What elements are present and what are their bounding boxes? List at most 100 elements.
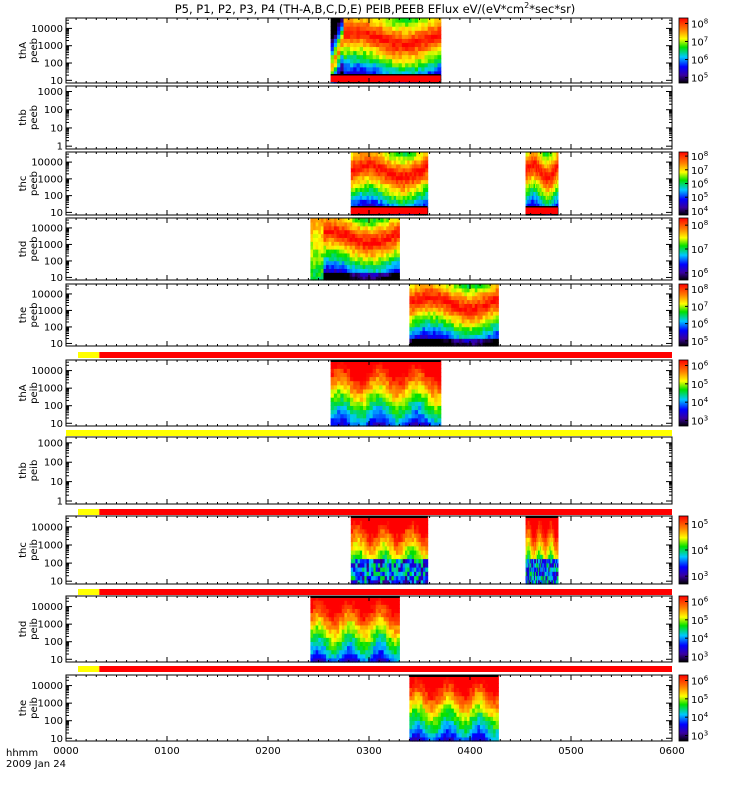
y-tick-label: 1000 xyxy=(38,384,63,395)
colorbar: 103 104 105 106 xyxy=(678,360,709,428)
spectrogram-block xyxy=(330,18,442,84)
mode-bar xyxy=(78,352,672,358)
colorbar-tick-label: 108 xyxy=(691,17,708,30)
y-tick-label: 100 xyxy=(44,59,63,70)
mode-bar-segment xyxy=(66,430,672,436)
colorbar-tick-label: 108 xyxy=(691,150,708,163)
y-tick-label: 10000 xyxy=(31,24,63,35)
x-tick-label: 0600 xyxy=(659,746,684,757)
colorbar-tick-label: 107 xyxy=(691,300,708,313)
x-tick-label: 0400 xyxy=(457,746,482,757)
y-tick-label: 1 xyxy=(57,496,63,507)
y-axis-label: thdpeib xyxy=(18,618,40,640)
date-label: 2009 Jan 24 xyxy=(6,759,66,770)
colorbar-tick-label: 104 xyxy=(691,396,709,409)
mode-bar xyxy=(78,589,672,595)
y-tick-label: 10000 xyxy=(31,158,63,169)
plot-frame xyxy=(65,283,673,347)
low-energy-edge xyxy=(330,74,441,76)
x-tick-label: 0100 xyxy=(154,746,179,757)
panel-the-peeb: 10 100 1000 10000 thepeeb 105 106 107 108 xyxy=(18,283,709,350)
spectrogram-block xyxy=(310,596,400,663)
y-axis-label: thcpeeb xyxy=(18,171,40,196)
plot-frame xyxy=(65,85,673,150)
spectrogram-block xyxy=(350,152,429,216)
colorbar-tick-label: 106 xyxy=(691,360,709,373)
y-tick-label: 100 xyxy=(44,401,63,412)
x-axis-unit-label: hhmm xyxy=(6,748,38,759)
colorbar-tick-label: 103 xyxy=(691,730,708,743)
colorbar: 103 104 105 xyxy=(678,515,709,585)
mode-bar xyxy=(78,666,672,672)
y-tick-label: 10 xyxy=(50,655,63,666)
colorbar-tick-label: 103 xyxy=(691,415,708,428)
y-tick-label: 10000 xyxy=(31,366,63,377)
y-tick-label: 10 xyxy=(50,76,63,87)
colorbar: 106 107 108 xyxy=(678,217,709,281)
panel-the-peib: 10 100 1000 10000 thepeib 103 104 105 106 xyxy=(18,674,709,745)
mode-bar-segment xyxy=(99,666,672,672)
y-tick-label: 10 xyxy=(50,734,63,745)
mode-bar-segment xyxy=(78,352,100,358)
spectrogram-block xyxy=(409,284,499,347)
colorbar-tick-label: 106 xyxy=(691,596,709,609)
top-edge xyxy=(330,360,441,362)
colorbar: 105 106 107 108 xyxy=(678,283,709,348)
plot-frame xyxy=(65,674,673,742)
y-tick-label: 10 xyxy=(50,123,63,134)
y-tick-label: 1000 xyxy=(38,699,63,710)
colorbar-tick-label: 106 xyxy=(691,178,709,191)
y-tick-label: 10 xyxy=(50,577,63,588)
y-tick-label: 10000 xyxy=(31,289,63,300)
y-axis-label: thbpeib xyxy=(18,460,40,482)
colorbar-tick-label: 103 xyxy=(691,570,708,583)
y-tick-label: 100 xyxy=(44,458,63,469)
mode-bar xyxy=(78,509,672,515)
spectrogram-block xyxy=(310,218,400,281)
y-tick-label: 1000 xyxy=(38,174,63,185)
y-axis-label: thApeeb xyxy=(18,38,40,63)
colorbar-tick-label: 105 xyxy=(691,518,708,531)
y-tick-label: 10000 xyxy=(31,522,63,533)
colorbar: 103 104 105 106 xyxy=(678,675,709,743)
y-tick-label: 10000 xyxy=(31,223,63,234)
panel-thb-peeb: 1 10 100 1000 thbpeeb xyxy=(18,85,673,153)
x-tick-label: 0500 xyxy=(558,746,583,757)
mode-bar-segment xyxy=(78,589,100,595)
y-tick-label: 10 xyxy=(50,208,63,219)
spectrogram-block xyxy=(409,675,499,742)
plot-frame xyxy=(65,436,673,505)
panel-thA-peeb: 10 100 1000 10000 thApeeb 105 106 107 108 xyxy=(18,17,709,86)
colorbar-tick-label: 104 xyxy=(691,544,709,557)
top-edge xyxy=(310,596,400,598)
colorbar: 105 106 107 108 xyxy=(678,17,709,85)
spectrogram-block xyxy=(525,516,559,585)
y-tick-label: 10000 xyxy=(31,602,63,613)
colorbar-tick-label: 104 xyxy=(691,711,709,724)
colorbar-tick-label: 107 xyxy=(691,35,708,48)
figure-title: P5, P1, P2, P3, P4 (TH-A,B,C,D,E) PEIB,P… xyxy=(175,1,576,16)
colorbar-scale xyxy=(678,17,689,84)
colorbar-tick-label: 107 xyxy=(691,164,708,177)
y-tick-label: 10 xyxy=(50,339,63,350)
low-energy-band xyxy=(330,75,441,82)
colorbar-scale xyxy=(678,595,689,663)
low-energy-edge xyxy=(350,206,428,208)
colorbar-scale xyxy=(678,283,689,347)
mode-bar-segment xyxy=(99,589,672,595)
y-tick-label: 100 xyxy=(44,105,63,116)
y-tick-label: 1000 xyxy=(38,41,63,52)
panel-thc-peib: 10 100 1000 10000 thcpeib 103 104 105 xyxy=(18,515,709,588)
y-tick-label: 1 xyxy=(57,142,63,153)
y-tick-label: 1000 xyxy=(38,540,63,551)
colorbar-tick-label: 105 xyxy=(691,693,708,706)
colorbar-tick-label: 106 xyxy=(691,54,709,67)
colorbar-tick-label: 105 xyxy=(691,614,708,627)
colorbar-tick-label: 104 xyxy=(691,205,709,218)
colorbar-tick-label: 108 xyxy=(691,219,708,232)
y-tick-label: 1000 xyxy=(38,306,63,317)
spectrogram-block xyxy=(525,152,559,216)
y-tick-label: 100 xyxy=(44,559,63,570)
top-edge xyxy=(409,675,499,677)
